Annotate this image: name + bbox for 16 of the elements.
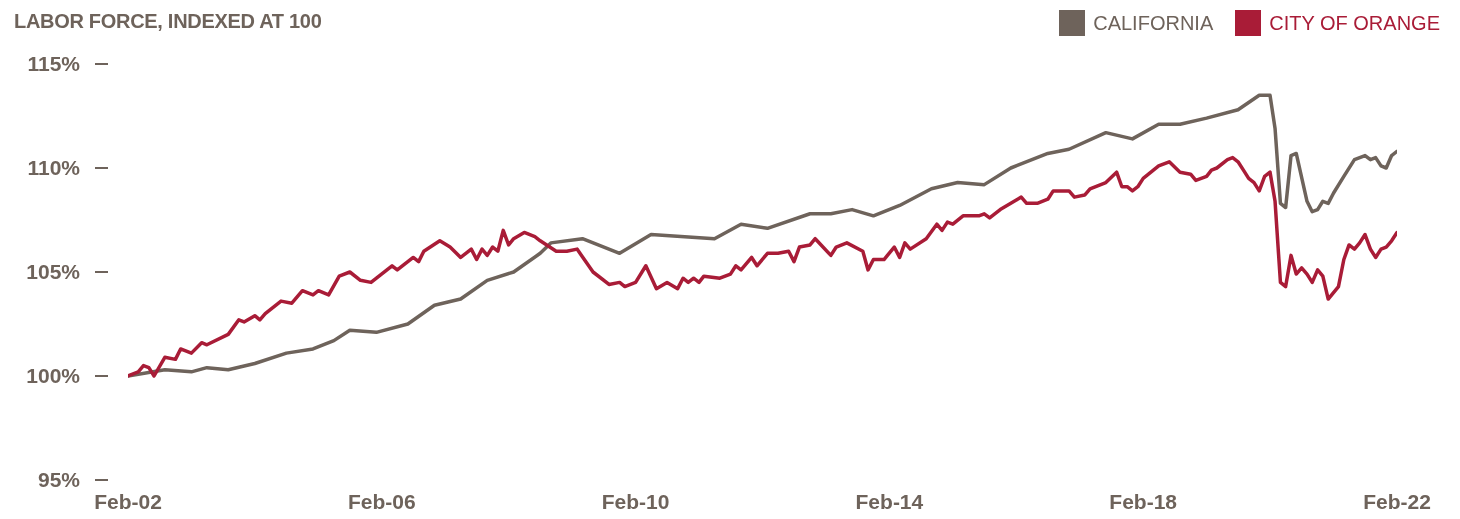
x-tick-label: Feb-18: [1109, 489, 1178, 513]
x-tick-label: Feb-02: [94, 489, 162, 513]
x-tick-label: Feb-10: [601, 489, 670, 513]
y-tick-label: 110%: [27, 156, 81, 179]
legend-label: CITY OF ORANGE: [1269, 11, 1440, 35]
line-series: [128, 155, 1397, 378]
y-tick-label: 115%: [27, 52, 81, 75]
line-series: [128, 93, 1397, 378]
x-tick-label: Feb-06: [347, 489, 416, 513]
y-tick-label: 95%: [37, 468, 81, 491]
chart-title: LABOR FORCE, INDEXED AT 100: [14, 10, 322, 33]
legend-label: CALIFORNIA: [1093, 11, 1214, 35]
y-tick-label: 105%: [26, 260, 81, 283]
x-tick-label: Feb-22: [1363, 489, 1431, 513]
x-tick-label: Feb-14: [855, 489, 924, 513]
y-tick-label: 100%: [26, 364, 81, 387]
